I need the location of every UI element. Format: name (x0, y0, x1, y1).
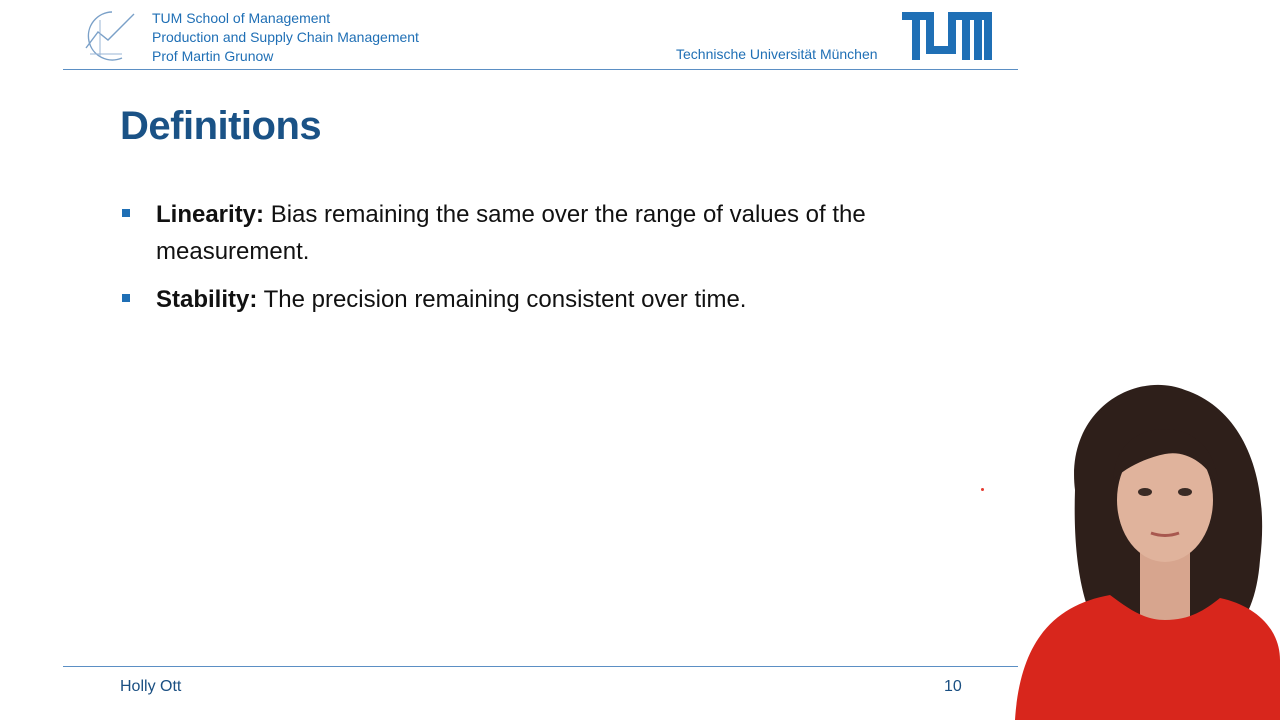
university-name: Technische Universität München (676, 46, 878, 62)
page-number: 10 (944, 678, 962, 695)
presenter-video (1015, 384, 1280, 720)
header-institution: TUM School of Management Production and … (152, 9, 419, 66)
square-bullet-icon (122, 294, 130, 302)
professor-name: Prof Martin Grunow (152, 48, 274, 64)
bullet-term: Stability: (156, 286, 258, 313)
bullet-item-stability: Stability: The precision remaining consi… (120, 281, 980, 318)
laser-pointer-dot (981, 488, 984, 491)
tum-logo-icon (902, 12, 992, 60)
square-bullet-icon (122, 209, 130, 217)
bullet-text: The precision remaining consistent over … (263, 286, 747, 313)
footer-divider (63, 666, 1018, 667)
bullet-text: Bias remaining the same over the range o… (156, 201, 866, 265)
slide-title: Definitions (120, 104, 322, 148)
footer-author: Holly Ott (120, 678, 182, 695)
chart-line-logo-icon (85, 11, 135, 61)
school-name: TUM School of Management (152, 10, 331, 26)
bullet-term: Linearity: (156, 201, 265, 228)
bullet-item-linearity: Linearity: Bias remaining the same over … (120, 196, 980, 270)
bullet-list: Linearity: Bias remaining the same over … (120, 196, 980, 329)
header-divider (63, 69, 1018, 70)
chair-name: Production and Supply Chain Management (152, 29, 419, 45)
